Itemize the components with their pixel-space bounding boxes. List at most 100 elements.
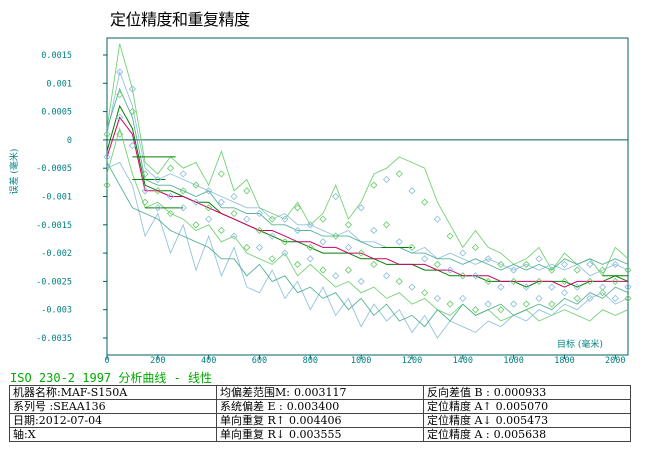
data-point-marker — [128, 108, 136, 116]
x-tick-label: 400 — [201, 356, 216, 366]
series-line-mean-forward — [106, 104, 629, 288]
data-point-marker — [484, 300, 492, 308]
data-point-marker — [217, 226, 225, 235]
data-point-marker — [357, 277, 365, 285]
deviation-stat-cell: 单向重复 R↑ 0.004406 — [216, 413, 424, 428]
data-point-marker — [395, 170, 403, 178]
data-point-marker — [471, 272, 480, 280]
data-point-marker — [230, 209, 238, 218]
machine-info-cell: 系列号 :SEAA136 — [9, 399, 217, 414]
accuracy-stat-cell: 反向差值 B :0.000933 — [423, 385, 631, 400]
data-point-marker — [268, 215, 276, 223]
data-point-marker — [116, 130, 124, 138]
y-tick-label: -0.0025 — [36, 277, 72, 287]
data-point-marker — [319, 266, 327, 274]
x-tick-label: 1600 — [503, 356, 523, 366]
y-tick-label: -0.002 — [41, 249, 72, 259]
data-point-marker — [154, 175, 162, 184]
data-point-marker — [306, 221, 314, 229]
x-tick-label: 0 — [104, 356, 109, 366]
data-point-marker — [103, 153, 111, 161]
accuracy-stat-cell-value: 0.005473 — [495, 414, 549, 427]
data-point-marker — [332, 272, 340, 280]
data-point-marker — [611, 294, 619, 302]
data-point-marker — [459, 272, 467, 280]
info-row: 日期:2012-07-04 单向重复 R↑ 0.004406 定位精度 A↓ 0.005… — [9, 413, 631, 428]
x-axis-label: 目标 (毫米) — [557, 338, 603, 350]
data-point-marker — [459, 249, 467, 257]
deviation-stat-cell: 系统偏差 E :0.003400 — [216, 399, 424, 414]
data-point-marker — [344, 243, 353, 252]
info-table: 机器名称:MAF-S150A 均偏差范围M: 0.003117 反向差值 B :0.0… — [9, 385, 631, 442]
data-point-marker — [243, 243, 251, 252]
data-point-marker — [395, 238, 403, 246]
data-point-marker — [103, 130, 111, 138]
machine-info-cell: 日期:2012-07-04 — [9, 413, 217, 428]
data-point-marker — [205, 215, 213, 223]
data-point-marker — [484, 255, 492, 263]
data-point-marker — [255, 226, 264, 235]
data-point-marker — [433, 260, 441, 268]
deviation-stat-cell-value: 0.004406 — [289, 414, 342, 427]
data-point-marker — [446, 266, 454, 274]
data-point-marker — [205, 187, 213, 195]
chart-title: 定位精度和重复精度 — [110, 10, 250, 29]
data-point-marker — [344, 266, 353, 274]
y-tick-label: 0.001 — [46, 79, 72, 89]
data-point-marker — [230, 232, 238, 240]
data-point-marker — [548, 266, 556, 274]
x-tick-label: 800 — [303, 356, 318, 366]
data-point-marker — [433, 294, 441, 302]
data-point-marker — [141, 170, 149, 178]
y-tick-label: -0.001 — [41, 193, 72, 203]
data-point-marker — [548, 283, 556, 291]
data-point-marker — [294, 260, 302, 268]
x-tick-label: 2000 — [605, 356, 625, 366]
y-axis-label: 误差 (毫米) — [8, 149, 20, 195]
data-point-marker — [459, 294, 467, 302]
data-point-marker — [624, 266, 632, 274]
data-point-marker — [243, 187, 251, 195]
data-point-marker — [166, 209, 175, 218]
data-point-marker — [128, 85, 136, 93]
data-point-marker — [243, 215, 251, 223]
data-point-marker — [217, 198, 225, 206]
deviation-stat-cell-label: 系统偏差 E : — [220, 400, 283, 413]
data-point-marker — [281, 238, 289, 246]
data-point-marker — [255, 243, 264, 252]
data-point-marker — [497, 283, 505, 291]
x-tick-label: 600 — [252, 356, 267, 366]
deviation-stat-cell-label: 均偏差范围M: — [220, 386, 290, 399]
data-point-marker — [382, 175, 391, 184]
data-point-marker — [522, 260, 530, 268]
data-point-marker — [560, 260, 569, 268]
series-line-envelope-upper-3 — [106, 87, 629, 271]
data-point-marker — [510, 300, 518, 308]
y-tick-label: 0.0015 — [41, 51, 72, 61]
data-point-marker — [382, 272, 391, 280]
data-point-marker — [294, 226, 302, 235]
data-point-marker — [408, 283, 416, 291]
deviation-stat-cell-label: 单向重复 R↑ — [220, 414, 285, 427]
data-point-marker — [294, 204, 302, 212]
data-point-marker — [306, 243, 314, 252]
deviation-stat-cell: 均偏差范围M: 0.003117 — [216, 385, 424, 400]
y-tick-label: 0.0005 — [41, 108, 72, 118]
data-point-marker — [268, 255, 276, 263]
accuracy-stat-cell-value: 0.005638 — [493, 428, 547, 441]
deviation-stat-cell-value: 0.003400 — [286, 400, 340, 413]
x-tick-label: 1200 — [402, 356, 422, 366]
data-point-marker — [433, 215, 441, 223]
data-point-marker — [154, 204, 162, 212]
data-point-marker — [179, 187, 187, 195]
series-line-envelope-upper-2 — [106, 70, 629, 277]
data-point-marker — [382, 221, 391, 229]
machine-info-cell: 轴:X — [9, 427, 217, 442]
data-point-marker — [141, 187, 149, 195]
deviation-stat-cell: 单向重复 R↓ 0.003555 — [216, 427, 424, 442]
data-point-marker — [154, 187, 162, 195]
data-point-marker — [370, 260, 378, 268]
accuracy-stat-cell: 定位精度 A :0.005638 — [423, 427, 631, 442]
data-point-marker — [535, 294, 543, 302]
machine-info-cell: 机器名称:MAF-S150A — [9, 385, 217, 400]
